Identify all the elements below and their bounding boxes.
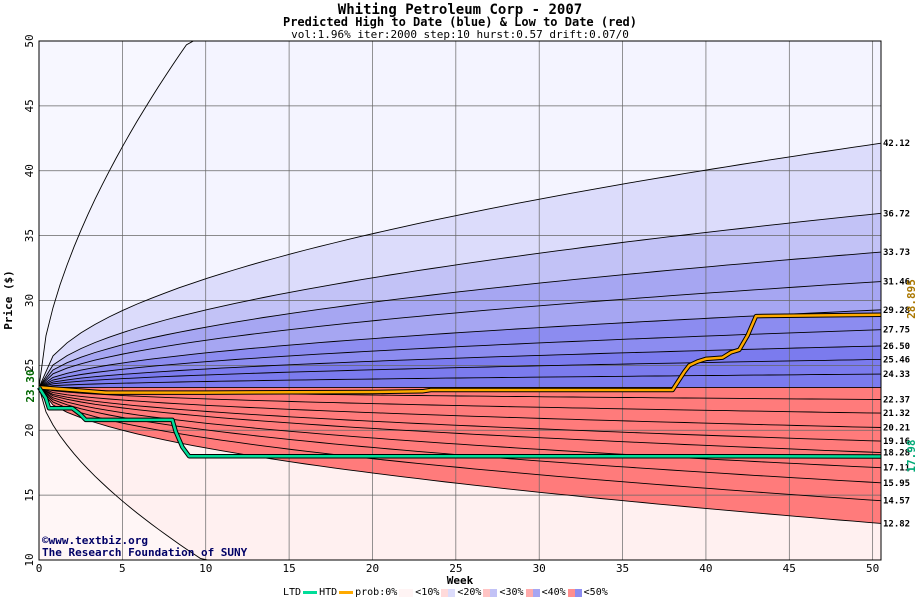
band-boundary: [38, 329, 882, 388]
legend-swatch-40: [567, 588, 582, 597]
band-boundary: [38, 387, 882, 469]
credit-org: The Research Foundation of SUNY: [42, 546, 248, 559]
ltd-end-label: 17.98: [905, 439, 918, 472]
x-tick-label: 45: [783, 562, 796, 575]
band-boundary: [38, 281, 882, 388]
high-end-label: 25.46: [883, 355, 910, 365]
legend-b50-label: <50%: [583, 587, 608, 598]
legend-prob-label: prob:0%: [355, 587, 398, 598]
high-end-label: 29.28: [883, 306, 910, 316]
legend-ltd-swatch: [303, 591, 318, 594]
band-boundary: [38, 251, 882, 388]
legend-b40-label: <40%: [541, 587, 566, 598]
y-tick-label: 30: [23, 294, 36, 307]
high-end-label: 33.73: [883, 248, 910, 258]
x-tick-label: 20: [366, 562, 379, 575]
y-axis-ticks: 10 15 20 25 30 35 40 45 50: [23, 34, 36, 566]
low-end-label: 22.37: [883, 395, 910, 405]
y-tick-label: 15: [23, 489, 36, 502]
band-boundary: [38, 212, 882, 388]
y-tick-label: 40: [23, 164, 36, 177]
blue-band-9: [39, 374, 881, 388]
legend-swatch-20: [483, 588, 498, 597]
y-axis-label: Price ($): [2, 270, 15, 330]
band-boundary: [38, 358, 882, 388]
ltd-line: [37, 386, 882, 458]
x-tick-label: 50: [866, 562, 879, 575]
band-boundary: [38, 386, 882, 414]
band-boundary: [38, 386, 882, 428]
low-end-label: 12.82: [883, 519, 910, 529]
legend-htd-swatch: [339, 591, 354, 594]
band-boundary: [38, 309, 882, 388]
legend-b30-label: <30%: [499, 587, 524, 598]
y-tick-label: 50: [23, 34, 36, 47]
x-tick-label: 0: [36, 562, 43, 575]
y-tick-label: 25: [23, 359, 36, 372]
high-end-label: 24.33: [883, 370, 910, 380]
band-boundary: [38, 373, 882, 388]
x-axis-label: Week: [447, 574, 474, 587]
plot-frame: [38, 40, 882, 561]
x-tick-label: 35: [616, 562, 629, 575]
legend-swatch-10: [441, 588, 456, 597]
y-tick-label: 20: [23, 424, 36, 437]
x-tick-label: 15: [282, 562, 295, 575]
y-tick-label: 45: [23, 99, 36, 112]
x-tick-label: 25: [449, 562, 462, 575]
start-price-label: 23.30: [24, 369, 37, 402]
band-boundary: [38, 387, 882, 502]
high-end-label: 42.12: [883, 139, 910, 149]
high-end-label: 26.50: [883, 342, 910, 352]
legend-htd-label: HTD: [319, 587, 338, 598]
y-tick-label: 35: [23, 229, 36, 242]
htd-line: [38, 313, 882, 394]
x-tick-label: 30: [533, 562, 546, 575]
high-end-label: 27.75: [883, 326, 910, 336]
legend-b20-label: <20%: [457, 587, 482, 598]
band-boundary: [38, 142, 882, 388]
legend-swatch-30: [525, 588, 540, 597]
low-end-label: 20.21: [883, 424, 910, 434]
credit-url: ©www.textbiz.org: [42, 534, 148, 547]
legend-ltd-label: LTD: [283, 587, 302, 598]
x-tick-label: 5: [119, 562, 126, 575]
x-axis-ticks: 0 5 10 15 20 25 30 35 40 45 50: [36, 562, 880, 575]
low-end-label: 15.95: [883, 479, 910, 489]
legend-b10-label: <10%: [415, 587, 440, 598]
low-end-label: 14.57: [883, 497, 910, 507]
y-tick-label: 10: [23, 553, 36, 566]
low-end-label: 19.16: [883, 437, 910, 447]
low-end-label: 18.28: [883, 449, 910, 459]
chart-title: Whiting Petroleum Corp - 2007: [337, 2, 583, 18]
band-boundary: [38, 387, 882, 454]
end-value-labels: 42.12 36.72 33.73 31.46 29.28 27.75 26.50 25.46…: [883, 139, 910, 529]
low-end-label: 21.32: [883, 409, 910, 419]
x-tick-label: 10: [199, 562, 212, 575]
band-boundary: [38, 386, 882, 442]
chart-subtitle: Predicted High to Date (blue) & Low to D…: [282, 15, 637, 29]
low-end-label: 17.11: [883, 464, 910, 474]
htd-end-label: 28.895: [905, 279, 918, 319]
series-lines: [37, 312, 882, 459]
x-tick-label: 40: [699, 562, 712, 575]
high-end-label: 31.46: [883, 278, 910, 288]
simulation-params: vol:1.96% iter:2000 step:10 hurst:0.57 d…: [291, 28, 629, 41]
legend-swatch-0: [399, 588, 414, 597]
high-end-label: 36.72: [883, 209, 910, 219]
legend: LTD HTD prob:0% <10% <20% <30% <40% <50%: [283, 587, 608, 598]
